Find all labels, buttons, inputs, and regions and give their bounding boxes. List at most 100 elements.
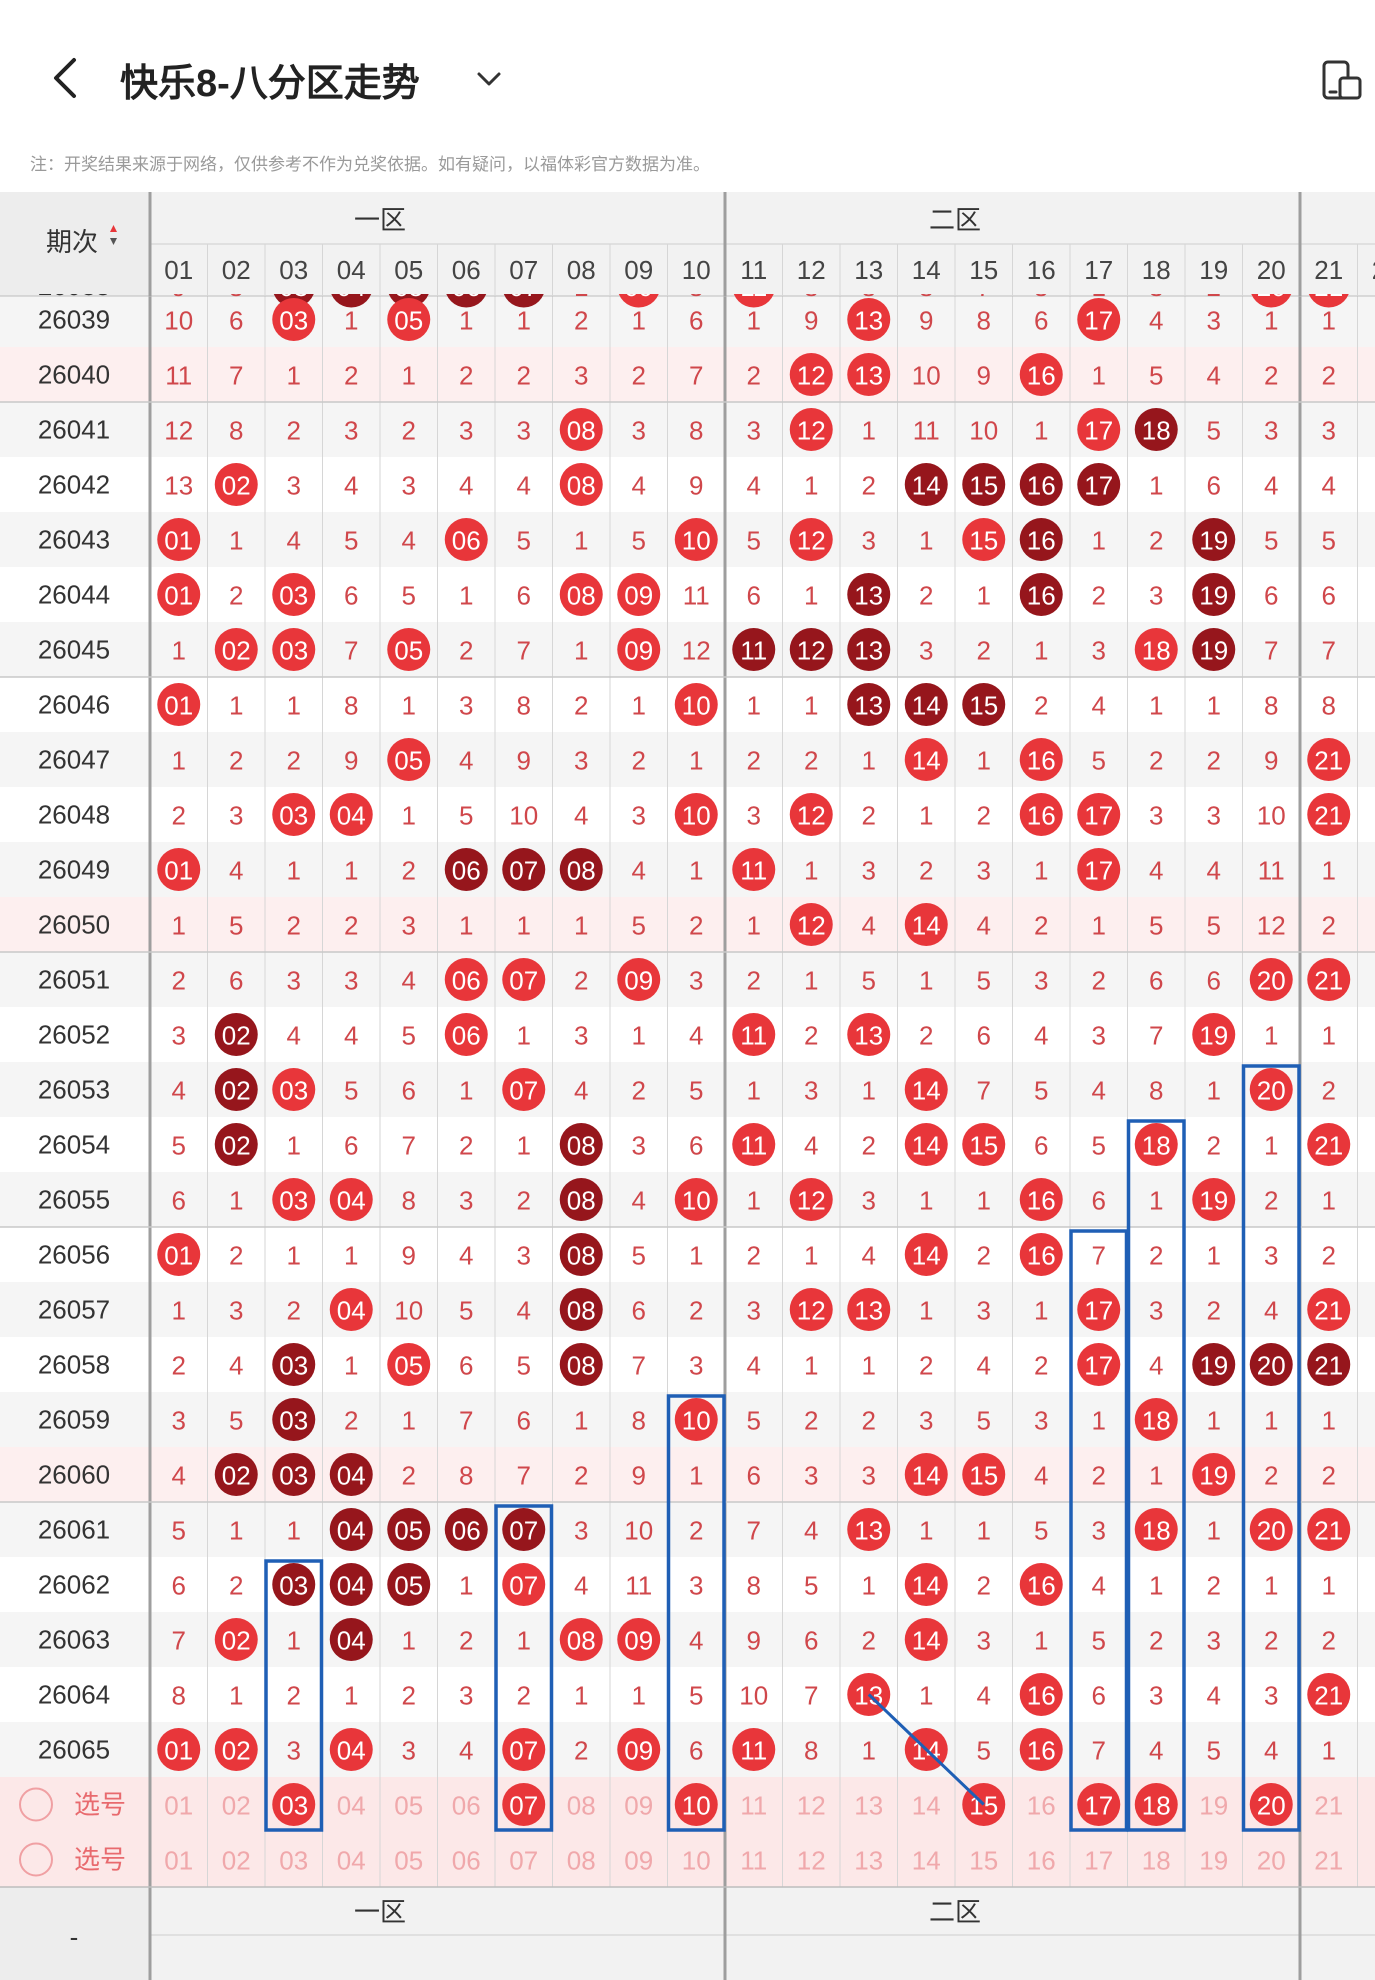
selected-ball[interactable]	[1077, 1783, 1121, 1826]
miss-count: 12	[164, 416, 193, 446]
miss-count: 7	[1322, 636, 1336, 666]
miss-count: 2	[229, 1241, 243, 1271]
drawn-ball	[387, 738, 431, 781]
miss-count: 1	[977, 581, 991, 611]
footer-period-cell	[0, 1887, 150, 1980]
sort-down-icon[interactable]	[110, 238, 117, 245]
drawn-ball	[444, 848, 488, 891]
drawn-ball	[157, 1728, 201, 1771]
miss-count: 4	[1149, 856, 1163, 886]
selected-ball[interactable]	[1249, 1783, 1293, 1826]
miss-count: 5	[977, 1406, 991, 1436]
selected-ball[interactable]	[1134, 1783, 1178, 1826]
select-option: 19	[1199, 1846, 1228, 1876]
miss-count: 4	[1034, 1021, 1048, 1051]
miss-count: 1	[747, 306, 761, 336]
drawn-ball	[1249, 958, 1293, 1001]
miss-count: 4	[862, 911, 876, 941]
selected-ball[interactable]	[272, 1783, 316, 1826]
drawn-number: 21	[1314, 1131, 1343, 1161]
miss-count: 3	[862, 856, 876, 886]
drawn-ball	[904, 738, 948, 781]
sort-up-icon[interactable]	[110, 225, 117, 232]
drawn-ball	[1192, 628, 1236, 671]
drawn-ball	[214, 1728, 258, 1771]
drawn-ball	[1307, 958, 1351, 1001]
miss-count: 1	[747, 1186, 761, 1216]
miss-count: 5	[1207, 911, 1221, 941]
drawn-ball	[1192, 1343, 1236, 1386]
drawn-number: 08	[567, 581, 596, 611]
selected-ball[interactable]	[502, 1783, 546, 1826]
drawn-number: 05	[394, 306, 423, 336]
select-radio[interactable]	[19, 1842, 53, 1877]
miss-count: 4	[1322, 471, 1336, 501]
drawn-number: 16	[1027, 526, 1056, 556]
row-bg	[0, 1722, 1375, 1777]
miss-count: 1	[1092, 526, 1106, 556]
trend-table[interactable]: 期次 一区 二区 01 02 03 04 05 06 07 08 09 10 11 12 13 14 15 16 17…	[0, 192, 1375, 1980]
miss-count: 3	[1207, 801, 1221, 831]
drawn-number: 16	[1027, 361, 1056, 391]
miss-count: 5	[344, 526, 358, 556]
select-radio[interactable]	[19, 1787, 53, 1822]
chevron-down-icon[interactable]	[474, 64, 504, 94]
drawn-ball	[904, 1563, 948, 1606]
drawn-ball	[904, 1068, 948, 1111]
row-bg	[0, 732, 1375, 787]
miss-count: 2	[1092, 581, 1106, 611]
drawn-ball	[1307, 1508, 1351, 1551]
drawn-ball	[1019, 1178, 1063, 1221]
selected-ball[interactable]	[674, 1783, 718, 1826]
miss-count: 10	[969, 416, 998, 446]
miss-count: 2	[1322, 1076, 1336, 1106]
drawn-number: 04	[337, 1736, 366, 1766]
miss-count: 13	[164, 471, 193, 501]
miss-count: 7	[804, 1681, 818, 1711]
drawn-number: 19	[1199, 1186, 1228, 1216]
selected-number: 18	[1142, 1791, 1171, 1821]
miss-count: 5	[632, 911, 646, 941]
back-arrow-icon[interactable]	[44, 54, 88, 102]
miss-count: 3	[574, 361, 588, 391]
drawn-number: 08	[567, 471, 596, 501]
drawn-ball	[444, 518, 488, 561]
miss-count: 3	[919, 636, 933, 666]
miss-count: 1	[747, 911, 761, 941]
miss-count: 4	[287, 526, 301, 556]
drawn-number: 15	[969, 471, 998, 501]
drawn-ball	[732, 848, 776, 891]
miss-count: 5	[1264, 526, 1278, 556]
miss-count: 1	[862, 746, 876, 776]
device-toggle-icon[interactable]	[1320, 58, 1364, 102]
drawn-number: 03	[279, 1076, 308, 1106]
miss-count: 1	[919, 1296, 933, 1326]
drawn-number: 03	[279, 1351, 308, 1381]
miss-count: 3	[977, 1296, 991, 1326]
select-option: 07	[509, 1846, 538, 1876]
drawn-ball	[272, 1563, 316, 1606]
drawn-number: 21	[1314, 801, 1343, 831]
miss-count: 1	[1034, 856, 1048, 886]
select-row-label: 选号	[74, 1845, 126, 1875]
drawn-ball	[1019, 1673, 1063, 1716]
miss-count: 2	[1322, 1461, 1336, 1491]
miss-count: 10	[624, 1516, 653, 1546]
drawn-ball	[559, 848, 603, 891]
miss-count: 1	[919, 1186, 933, 1216]
drawn-number: 02	[222, 1131, 251, 1161]
row-bg	[0, 292, 1375, 347]
select-option: 17	[1084, 1846, 1113, 1876]
period-header-cell	[0, 192, 150, 294]
row-bg	[0, 1062, 1375, 1117]
miss-count: 4	[459, 1241, 473, 1271]
miss-count: 2	[459, 361, 473, 391]
drawn-number: 04	[337, 1571, 366, 1601]
drawn-number: 02	[222, 636, 251, 666]
drawn-ball	[329, 1728, 373, 1771]
drawn-ball	[789, 628, 833, 671]
row-bg	[0, 1557, 1375, 1612]
miss-count: 1	[1149, 1186, 1163, 1216]
table-row-period: 26039	[38, 305, 110, 335]
drawn-ball	[732, 628, 776, 671]
